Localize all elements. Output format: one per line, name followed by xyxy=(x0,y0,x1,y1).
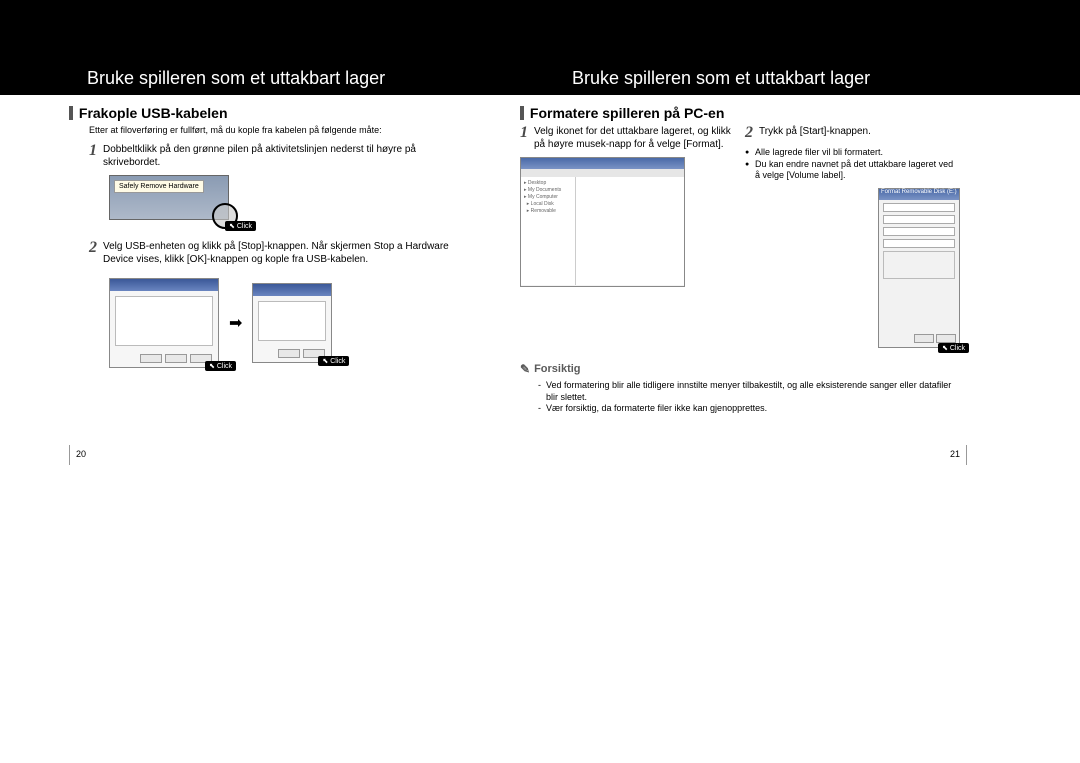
page-num-left-text: 20 xyxy=(69,449,86,459)
cursor-icon: ⬉ xyxy=(229,222,235,230)
click-badge: ⬉ Click xyxy=(225,221,256,231)
step-number-1: 1 xyxy=(520,125,528,151)
title-bar-icon xyxy=(69,106,73,120)
format-field-filesystem xyxy=(883,215,955,224)
page-number-left: 20 xyxy=(69,445,86,465)
caution-title: ✎ Forsiktig xyxy=(520,362,960,376)
left-step2-text: Velg USB-enheten og klikk på [Stop]-knap… xyxy=(103,240,474,266)
right-step-2: 2 Trykk på [Start]-knappen. xyxy=(745,125,960,141)
right-step2-text: Trykk på [Start]-knappen. xyxy=(759,125,871,141)
format-dialog-screenshot: Format Removable Disk (E:) ⬉ Click xyxy=(878,188,960,348)
click-badge-2: ⬉ Click xyxy=(205,361,236,371)
pencil-icon: ✎ xyxy=(520,362,530,376)
click-label-2: Click xyxy=(217,363,232,370)
left-page: Frakople USB-kabelen Etter at filoverfør… xyxy=(69,105,474,368)
explorer-files xyxy=(576,177,684,285)
page-number-right: 21 xyxy=(950,445,967,465)
dialog-titlebar xyxy=(110,279,218,291)
right-col-2: 2 Trykk på [Start]-knappen. Alle lagrede… xyxy=(745,125,960,348)
right-page: Formatere spilleren på PC-en 1 Velg ikon… xyxy=(520,105,960,415)
dialog-list xyxy=(115,296,213,346)
tray-balloon-text: Safely Remove Hardware xyxy=(114,180,204,193)
step-number-1: 1 xyxy=(89,143,97,169)
format-titlebar: Format Removable Disk (E:) xyxy=(879,189,959,200)
caution-item-2: Vær forsiktig, da formaterte filer ikke … xyxy=(538,403,960,415)
click-label: Click xyxy=(237,223,252,230)
click-label-3: Click xyxy=(330,358,345,365)
left-title-text: Frakople USB-kabelen xyxy=(79,105,228,121)
right-columns: 1 Velg ikonet for det uttakbare lageret,… xyxy=(520,125,960,348)
dialog2-titlebar xyxy=(253,284,331,296)
dialog2-list xyxy=(258,301,326,341)
caution-list: Ved formatering blir alle tidligere inns… xyxy=(538,380,960,415)
click-badge-4: ⬉ Click xyxy=(938,343,969,353)
click-label-4: Click xyxy=(950,345,965,352)
right-col-1: 1 Velg ikonet for det uttakbare lageret,… xyxy=(520,125,735,348)
page-header-left: Bruke spilleren som et uttakbart lager xyxy=(69,62,475,95)
explorer-toolbar xyxy=(521,169,684,177)
step-number-2: 2 xyxy=(89,240,97,266)
left-step-1: 1 Dobbeltklikk på den grønne pilen på ak… xyxy=(89,143,474,169)
caution-item-1: Ved formatering blir alle tidligere inns… xyxy=(538,380,960,403)
left-step-2: 2 Velg USB-enheten og klikk på [Stop]-kn… xyxy=(89,240,474,266)
right-step1-text: Velg ikonet for det uttakbare lageret, o… xyxy=(534,125,735,151)
click-badge-3: ⬉ Click xyxy=(318,356,349,366)
explorer-titlebar xyxy=(521,158,684,169)
safely-remove-dialog: ⬉ Click xyxy=(109,278,219,368)
title-bar-icon xyxy=(520,106,524,120)
format-options-group xyxy=(883,251,955,279)
bullet-1: Alle lagrede filer vil bli formatert. xyxy=(745,147,960,159)
format-field-capacity xyxy=(883,203,955,212)
dialog-screenshots-row: ⬉ Click ➡ ⬉ Click xyxy=(109,278,474,368)
explorer-screenshot: ▸ Desktop▸ My Documents▸ My Computer ▸ L… xyxy=(520,157,685,287)
cursor-icon: ⬉ xyxy=(322,357,328,365)
left-step1-text: Dobbeltklikk på den grønne pilen på akti… xyxy=(103,143,474,169)
arrow-icon: ➡ xyxy=(229,313,242,333)
format-buttons xyxy=(914,334,956,343)
stop-device-dialog: ⬉ Click xyxy=(252,283,332,363)
dialog-buttons xyxy=(140,354,212,363)
cursor-icon: ⬉ xyxy=(942,344,948,352)
left-intro-text: Etter at filoverføring er fullført, må d… xyxy=(89,125,474,135)
right-title-text: Formatere spilleren på PC-en xyxy=(530,105,725,121)
right-bullets: Alle lagrede filer vil bli formatert. Du… xyxy=(745,147,960,182)
step-number-2: 2 xyxy=(745,125,753,141)
page-header-right: Bruke spilleren som et uttakbart lager xyxy=(560,62,966,95)
right-section-title: Formatere spilleren på PC-en xyxy=(520,105,960,121)
explorer-tree: ▸ Desktop▸ My Documents▸ My Computer ▸ L… xyxy=(521,177,576,285)
left-section-title: Frakople USB-kabelen xyxy=(69,105,474,121)
caution-block: ✎ Forsiktig Ved formatering blir alle ti… xyxy=(520,362,960,415)
caution-title-text: Forsiktig xyxy=(534,363,580,375)
explorer-body: ▸ Desktop▸ My Documents▸ My Computer ▸ L… xyxy=(521,177,684,285)
header-right-text: Bruke spilleren som et uttakbart lager xyxy=(572,68,870,89)
format-field-label xyxy=(883,239,955,248)
page-num-right-text: 21 xyxy=(950,449,967,459)
format-field-allocation xyxy=(883,227,955,236)
header-left-text: Bruke spilleren som et uttakbart lager xyxy=(87,68,385,89)
system-tray-screenshot: Safely Remove Hardware ⬉ Click xyxy=(109,175,229,220)
bullet-2: Du kan endre navnet på det uttakbare lag… xyxy=(745,159,960,182)
cursor-icon: ⬉ xyxy=(209,362,215,370)
right-step-1: 1 Velg ikonet for det uttakbare lageret,… xyxy=(520,125,735,151)
